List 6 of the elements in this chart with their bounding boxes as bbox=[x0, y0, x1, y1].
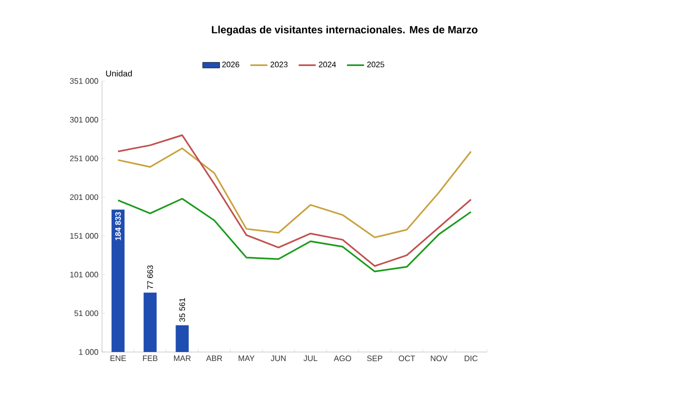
line-series bbox=[117, 148, 472, 238]
bar bbox=[144, 292, 157, 352]
chart-title: Llegadas de visitantes internacionales. Mes de Marzo bbox=[212, 26, 478, 36]
y-axis-title: Unidad bbox=[106, 70, 132, 76]
bar bbox=[112, 210, 125, 352]
bar bbox=[176, 325, 189, 352]
